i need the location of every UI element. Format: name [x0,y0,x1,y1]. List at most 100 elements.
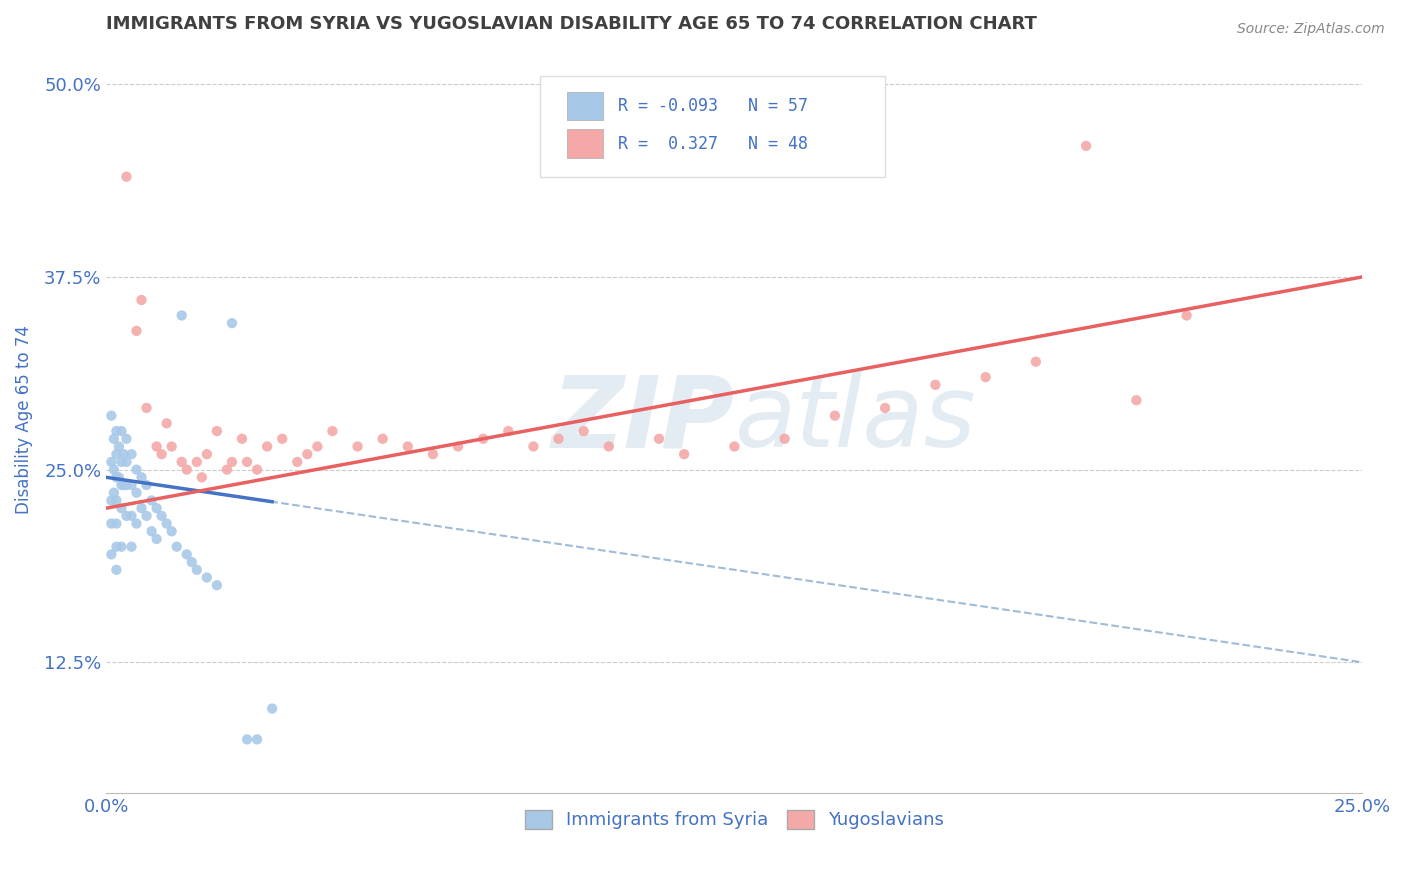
Point [121,478,143,492]
Point [115,508,138,523]
Point [100,493,122,508]
Point [723,440,745,454]
Point [145,440,167,454]
Point [160,440,183,454]
Point [108,470,131,484]
Point [141,493,163,508]
Point [145,501,167,516]
Point [135,478,157,492]
Point [307,440,329,454]
Point [156,417,179,431]
Point [215,462,238,476]
Text: Source: ZipAtlas.com: Source: ZipAtlas.com [1237,22,1385,37]
Point [285,455,308,469]
Text: ZIP: ZIP [551,371,734,468]
Point [673,447,696,461]
Point [447,440,470,454]
Point [105,424,128,438]
Point [522,440,544,454]
Point [1125,393,1147,408]
Point [115,432,138,446]
Point [246,732,269,747]
Point [271,432,294,446]
Point [773,432,796,446]
Point [121,540,143,554]
Point [103,485,125,500]
Text: R = -0.093   N = 57: R = -0.093 N = 57 [617,97,807,115]
Point [262,701,284,715]
Text: IMMIGRANTS FROM SYRIA VS YUGOSLAVIAN DISABILITY AGE 65 TO 74 CORRELATION CHART: IMMIGRANTS FROM SYRIA VS YUGOSLAVIAN DIS… [107,15,1038,33]
Point [396,440,419,454]
Point [156,516,179,531]
Point [195,570,218,584]
Point [875,401,897,415]
Point [105,563,128,577]
Point [924,377,946,392]
Bar [568,92,603,120]
Point [422,447,444,461]
Point [371,432,394,446]
Point [598,440,620,454]
Point [131,470,153,484]
Point [115,478,138,492]
Point [321,424,343,438]
Point [498,424,520,438]
Point [1175,309,1198,323]
Text: atlas: atlas [734,371,976,468]
Point [572,424,595,438]
Point [135,508,157,523]
Point [141,524,163,539]
Point [205,578,228,592]
Point [547,432,569,446]
Point [110,478,132,492]
Point [160,524,183,539]
Bar [568,129,603,158]
Point [105,516,128,531]
Point [110,501,132,516]
Point [195,447,218,461]
Point [100,455,122,469]
Point [1074,139,1097,153]
Point [103,432,125,446]
Point [100,548,122,562]
Point [166,540,188,554]
Point [145,532,167,546]
Point [221,455,243,469]
Point [176,462,198,476]
Point [221,316,243,330]
Point [170,455,193,469]
Point [115,169,138,184]
Point [824,409,846,423]
Point [135,401,157,415]
Point [125,485,148,500]
Point [648,432,671,446]
Point [131,293,153,307]
Point [186,563,208,577]
Point [121,508,143,523]
Point [110,540,132,554]
Point [176,548,198,562]
Point [108,440,131,454]
Point [346,440,368,454]
Point [191,470,214,484]
Point [180,555,202,569]
Point [297,447,319,461]
Point [110,424,132,438]
Legend: Immigrants from Syria, Yugoslavians: Immigrants from Syria, Yugoslavians [517,803,952,837]
Point [105,470,128,484]
Point [121,447,143,461]
Point [103,462,125,476]
Point [1025,354,1047,368]
Y-axis label: Disability Age 65 to 74: Disability Age 65 to 74 [15,325,32,514]
Point [974,370,997,384]
Point [186,455,208,469]
Point [112,447,135,461]
Point [105,540,128,554]
Point [131,501,153,516]
Point [112,478,135,492]
Point [246,462,269,476]
Point [472,432,495,446]
Text: R =  0.327   N = 48: R = 0.327 N = 48 [617,135,807,153]
FancyBboxPatch shape [540,76,886,177]
Point [115,455,138,469]
